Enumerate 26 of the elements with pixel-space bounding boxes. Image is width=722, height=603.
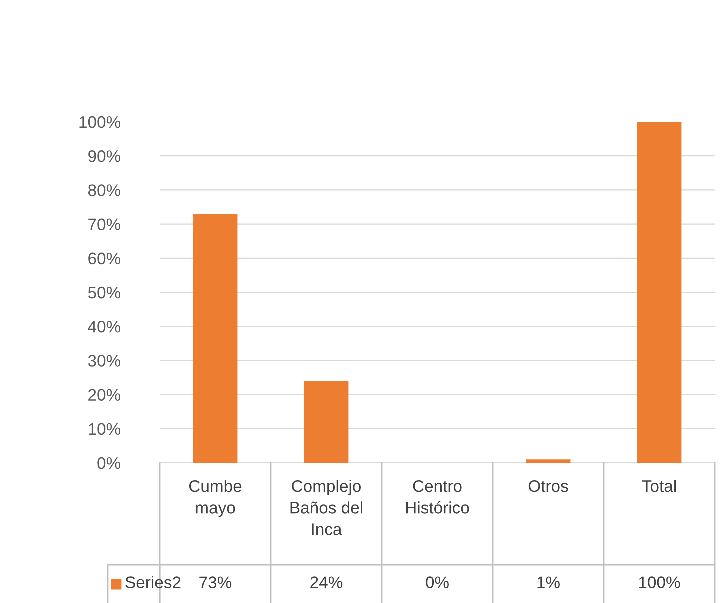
- bar: [526, 460, 571, 463]
- y-tick-label: 40%: [88, 321, 121, 333]
- bar: [193, 214, 238, 463]
- data-label: 24%: [310, 576, 343, 588]
- y-tick-label: 70%: [88, 218, 121, 231]
- data-label: 100%: [639, 576, 680, 588]
- data-label: 1%: [538, 576, 560, 588]
- data-label: 0%: [426, 576, 449, 588]
- bar: [637, 122, 682, 463]
- y-tick-label: 20%: [88, 389, 121, 402]
- data-label: 73%: [200, 576, 232, 588]
- bar: [304, 381, 349, 463]
- y-tick-label: 100%: [80, 116, 121, 128]
- legend-label: Series2: [126, 576, 181, 588]
- y-tick-label: 10%: [89, 423, 121, 436]
- x-tick-label: Cumbe mayo: [189, 480, 242, 518]
- x-tick-label: Centro Histórico: [406, 480, 470, 514]
- x-tick-label: Total: [642, 480, 676, 492]
- y-tick-label: 90%: [88, 150, 121, 162]
- y-tick-label: 0%: [98, 457, 121, 470]
- x-tick-label: Complejo Baños del Inca: [290, 480, 362, 536]
- x-tick-label: Otros: [528, 480, 568, 492]
- y-tick-label: 80%: [88, 184, 121, 196]
- y-tick-label: 50%: [88, 286, 121, 299]
- y-tick-label: 60%: [88, 252, 121, 265]
- y-tick-label: 30%: [88, 355, 121, 367]
